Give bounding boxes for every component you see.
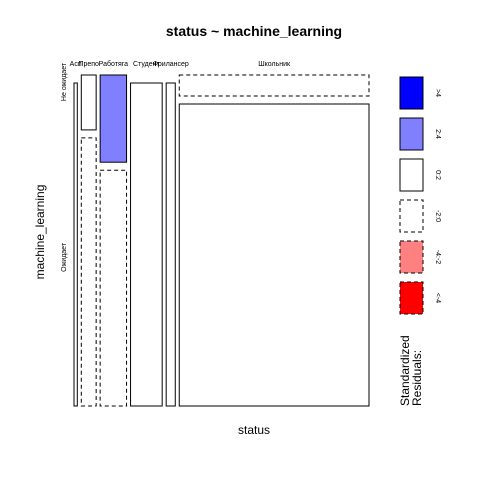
mosaic-cell-работяга-ожидает (99, 169, 128, 407)
column-label-фрилансер: Фрилансер (153, 61, 189, 68)
mosaic-cell-преподаватель-ожидает (80, 137, 97, 407)
y-axis-label: machine_learning (33, 185, 47, 280)
chart-title: status ~ machine_learning (166, 23, 342, 39)
legend-swatch--4 (399, 76, 424, 110)
column-label-школьник: Школьник (258, 61, 291, 68)
legend-swatch-0-2 (399, 158, 424, 192)
legend-label--4: <-4 (434, 293, 441, 303)
legend-title-line-1: Standardized (398, 335, 412, 406)
mosaic-cell-фрилансер-ожидает (165, 82, 176, 407)
mosaic-columns (73, 74, 370, 407)
legend-label-2-4: 2:4 (434, 129, 441, 139)
row-labels: Не ожидает Ожидает (61, 62, 68, 272)
mosaic-cell-работяга-не-ожидает (99, 74, 128, 163)
column-label-работяга: Работяга (99, 60, 128, 68)
x-axis-label: status (238, 423, 270, 437)
row-label-не-ожидает: Не ожидает (61, 62, 68, 101)
mosaic-cell-школьник-ожидает (178, 103, 370, 407)
mosaic-cell-студент-ожидает (130, 82, 163, 407)
mosaic-cell-школьник-не-ожидает (178, 74, 370, 97)
legend-label--4-2: -4:-2 (434, 250, 441, 265)
legend-title-line-2: Residuals: (410, 350, 424, 406)
legend-label-0-2: 0:2 (434, 170, 441, 180)
row-label-ожидает: Ожидает (61, 242, 68, 272)
legend-label--2-0: -2:0 (434, 210, 441, 222)
legend-swatch--4-2 (399, 240, 424, 274)
mosaic-cell-аспирант-ожидает (73, 82, 78, 407)
mosaic-cell-преподаватель-не-ожидает (80, 74, 97, 131)
legend-swatch--4 (399, 281, 424, 315)
column-label-преподаватель: Препо (78, 61, 99, 68)
column-label-аспирант: Асп (70, 61, 82, 68)
legend: >4 2:4 0:2 -2:0 -4:-2 <-4 StandardizedResidual… (398, 76, 441, 406)
legend-label--4: >4 (434, 89, 441, 97)
legend-swatch-2-4 (399, 117, 424, 151)
column-label-студент: Студент (133, 61, 160, 68)
legend-swatch--2-0 (399, 199, 424, 233)
